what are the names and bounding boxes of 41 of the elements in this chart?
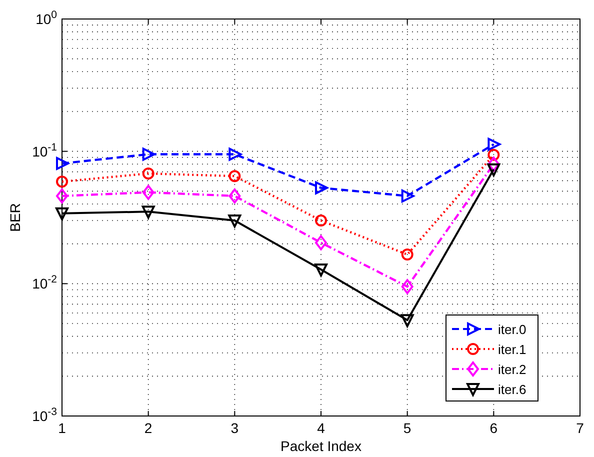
x-tick-label: 2 [144,420,152,436]
point [315,181,328,194]
point [488,148,500,161]
x-tick-label: 5 [403,420,412,436]
x-tick-label: 7 [576,420,584,436]
point [142,148,156,161]
y-axis-title: BER [7,203,23,232]
point [401,279,414,294]
point [315,235,327,250]
point [228,188,241,204]
point [142,168,154,180]
y-tick-label: 10$^{-3}$ [32,406,58,424]
point [488,156,500,172]
point [487,163,500,176]
legend-label: iter.6 [498,382,526,397]
legend-label: iter.0 [498,322,526,337]
x-tick-label: 4 [317,420,326,436]
point [228,170,241,182]
point [488,138,501,151]
point [56,207,68,220]
point [228,148,242,161]
point [228,214,242,228]
point [56,188,68,204]
legend-label: iter.1 [498,342,526,357]
y-tick-label: 10$^{-1}$ [32,141,58,160]
legend-label: iter.2 [498,362,526,377]
point [314,263,328,276]
point [56,176,68,188]
point [142,206,155,219]
y-tick-label: 10$^{0}$ [36,9,58,27]
point [56,156,69,170]
point [400,314,414,328]
x-tick-label: 6 [490,420,498,436]
x-tick-label: 1 [58,420,66,436]
point [315,214,327,227]
point [142,184,154,200]
point [401,189,414,202]
x-tick-label: 3 [230,420,239,436]
point [401,248,414,261]
x-axis-title: Packet Index [280,438,362,454]
y-tick-label: 10$^{-2}$ [32,274,58,292]
